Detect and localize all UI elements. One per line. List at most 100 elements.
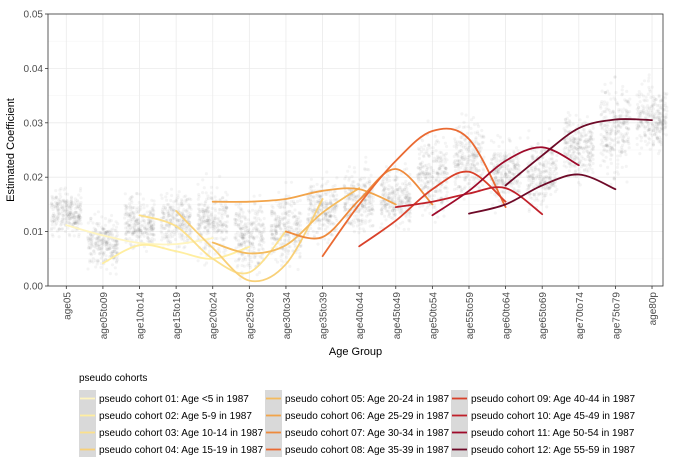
scatter-point bbox=[97, 238, 101, 242]
scatter-point bbox=[136, 235, 140, 239]
scatter-point bbox=[392, 178, 396, 182]
scatter-point bbox=[355, 214, 359, 218]
scatter-point bbox=[428, 172, 432, 176]
scatter-point bbox=[183, 235, 188, 239]
scatter-point bbox=[217, 211, 221, 215]
scatter-point bbox=[533, 194, 537, 198]
scatter-point bbox=[52, 212, 56, 216]
scatter-point bbox=[107, 229, 111, 233]
scatter-point bbox=[131, 233, 135, 237]
scatter-point bbox=[71, 212, 76, 216]
scatter-point bbox=[128, 227, 132, 231]
scatter-point bbox=[250, 260, 254, 264]
scatter-point bbox=[604, 143, 608, 147]
scatter-point bbox=[57, 211, 61, 216]
scatter-point bbox=[233, 235, 237, 239]
scatter-point bbox=[398, 197, 402, 201]
scatter-point bbox=[128, 196, 133, 200]
scatter-point bbox=[145, 204, 149, 208]
scatter-point bbox=[62, 198, 66, 202]
scatter-point bbox=[114, 242, 118, 246]
scatter-point bbox=[126, 223, 131, 227]
scatter-point bbox=[438, 168, 442, 172]
scatter-point bbox=[100, 251, 105, 255]
scatter-point bbox=[107, 237, 111, 241]
scatter-point bbox=[258, 193, 262, 197]
scatter-point bbox=[142, 203, 146, 207]
scatter-point bbox=[170, 211, 174, 215]
scatter-point bbox=[564, 165, 568, 169]
scatter-point bbox=[104, 242, 109, 246]
scatter-point bbox=[145, 210, 149, 214]
scatter-point bbox=[104, 239, 108, 243]
scatter-point bbox=[73, 221, 77, 225]
scatter-point bbox=[257, 230, 261, 234]
scatter-point bbox=[69, 216, 73, 221]
scatter-point bbox=[358, 227, 362, 231]
scatter-point bbox=[53, 213, 57, 217]
scatter-point bbox=[315, 182, 319, 186]
scatter-point bbox=[260, 238, 264, 242]
scatter-point bbox=[88, 238, 92, 242]
scatter-point bbox=[72, 219, 76, 223]
scatter-point bbox=[567, 162, 571, 166]
scatter-point bbox=[89, 238, 93, 242]
scatter-point bbox=[527, 187, 531, 191]
scatter-point bbox=[494, 194, 498, 198]
scatter-point bbox=[615, 102, 619, 106]
scatter-point bbox=[116, 258, 120, 262]
scatter-point bbox=[616, 158, 620, 162]
scatter-point bbox=[125, 225, 129, 230]
scatter-point bbox=[252, 221, 256, 225]
scatter-point bbox=[370, 207, 374, 211]
scatter-point bbox=[582, 130, 586, 134]
scatter-point bbox=[130, 195, 134, 199]
scatter-point bbox=[62, 201, 66, 205]
scatter-point bbox=[93, 251, 97, 255]
scatter-point bbox=[425, 149, 429, 153]
scatter-point bbox=[67, 218, 71, 222]
scatter-point bbox=[427, 154, 431, 158]
scatter-point bbox=[79, 210, 83, 214]
scatter-point bbox=[101, 227, 105, 231]
scatter-point bbox=[603, 124, 607, 128]
scatter-point bbox=[209, 217, 213, 221]
scatter-point bbox=[344, 208, 348, 212]
scatter-point bbox=[72, 215, 76, 219]
scatter-point bbox=[480, 134, 484, 138]
scatter-point bbox=[241, 210, 245, 214]
scatter-point bbox=[180, 199, 184, 203]
scatter-point bbox=[137, 210, 141, 214]
scatter-point bbox=[600, 100, 604, 104]
scatter-point bbox=[188, 211, 192, 215]
scatter-point bbox=[105, 231, 109, 235]
scatter-point bbox=[131, 205, 135, 210]
scatter-point bbox=[648, 147, 652, 151]
scatter-point bbox=[459, 188, 463, 193]
scatter-point bbox=[134, 222, 138, 226]
scatter-point bbox=[611, 109, 615, 113]
scatter-point bbox=[257, 249, 261, 253]
scatter-point bbox=[363, 219, 368, 223]
scatter-point bbox=[49, 205, 54, 209]
scatter-point bbox=[535, 182, 539, 186]
scatter-point bbox=[111, 250, 115, 254]
legend-item: pseudo cohort 03: Age 10-14 in 1987 bbox=[79, 424, 263, 441]
scatter-point bbox=[54, 203, 58, 207]
scatter-point bbox=[69, 202, 73, 207]
y-tick-label: 0.01 bbox=[24, 227, 44, 238]
scatter-point bbox=[348, 197, 352, 201]
scatter-point bbox=[286, 210, 290, 214]
scatter-point bbox=[237, 213, 242, 217]
scatter-point bbox=[612, 177, 616, 181]
scatter-point bbox=[424, 173, 428, 177]
scatter-point bbox=[473, 152, 477, 156]
scatter-point bbox=[469, 162, 473, 167]
scatter-point bbox=[582, 163, 586, 167]
scatter-point bbox=[168, 233, 172, 237]
scatter-point bbox=[221, 196, 225, 200]
scatter-point bbox=[639, 120, 643, 124]
scatter-point bbox=[359, 178, 363, 182]
scatter-point bbox=[75, 202, 79, 206]
